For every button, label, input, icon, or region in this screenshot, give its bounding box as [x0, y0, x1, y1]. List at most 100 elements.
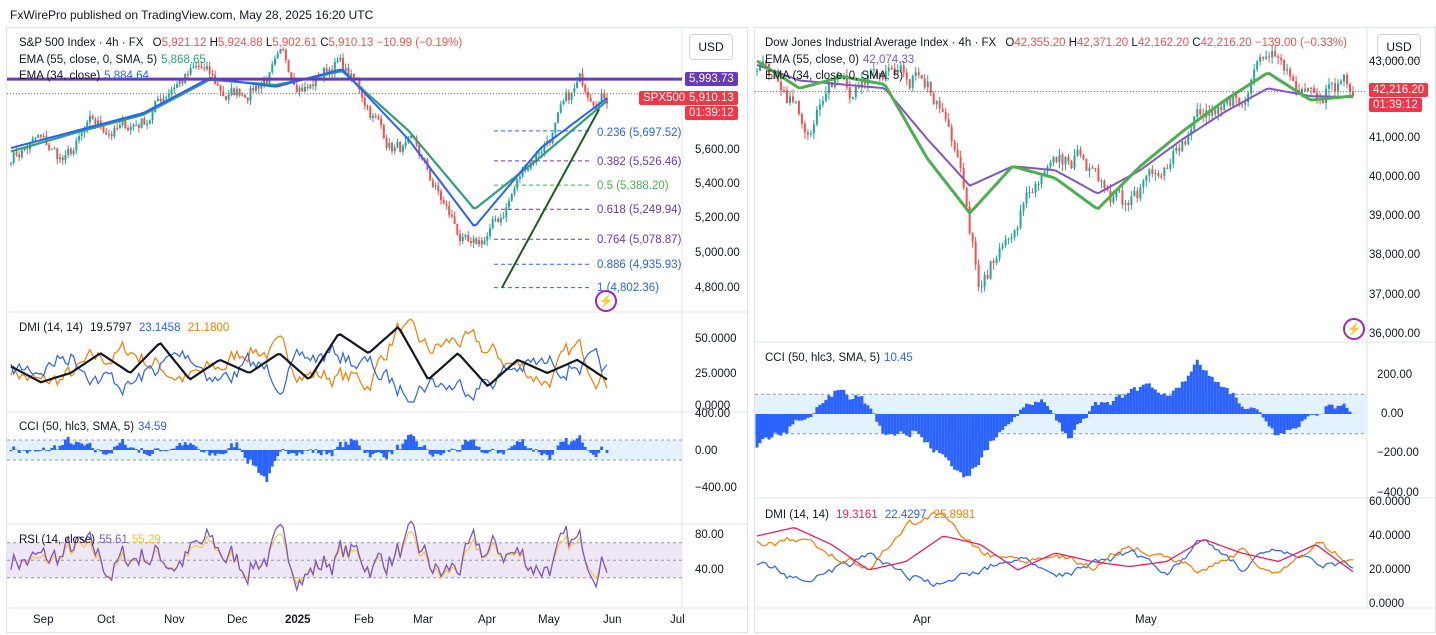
candle-body [439, 191, 442, 201]
candle-body [1142, 180, 1145, 188]
candle-body [195, 65, 198, 68]
candle-body [1265, 56, 1268, 59]
candle-body [785, 90, 788, 104]
adx-line [756, 527, 1354, 573]
candle-body [1238, 98, 1241, 105]
candle-body [83, 130, 86, 133]
candle-body [917, 72, 920, 76]
candle-body [567, 92, 570, 101]
dow-price-tick: 37,000.00 [1369, 289, 1421, 301]
dow-dmi-tick: 20.0000 [1369, 564, 1411, 576]
candle-body [434, 185, 437, 187]
candle-body [1268, 56, 1271, 58]
candle-body [1280, 57, 1283, 61]
candle-body [1337, 83, 1340, 92]
candle-body [475, 238, 478, 245]
candle-body [1196, 109, 1199, 117]
candle-body [1094, 167, 1097, 169]
candle-body [159, 98, 162, 102]
dmi-axis-tick: 50.0000 [695, 333, 737, 345]
candle-body [459, 234, 462, 242]
dow-currency-button[interactable]: USD [1377, 34, 1421, 60]
candle-body [23, 148, 26, 151]
candle-body [1163, 167, 1166, 176]
candle-body [1172, 151, 1175, 164]
time-tick: Mar [413, 614, 433, 626]
candle-body [137, 124, 140, 128]
sp500-chart-canvas[interactable] [7, 28, 749, 634]
candle-body [497, 218, 500, 223]
candle-body [148, 120, 151, 124]
candle-body [1181, 141, 1184, 152]
candle-body [211, 73, 214, 75]
candle-body [1253, 69, 1256, 81]
dow-countdown-tag: 01:39:12 [1369, 98, 1422, 112]
candle-body [920, 75, 923, 79]
candle-body [827, 82, 830, 94]
candle-body [445, 203, 448, 206]
candle-body [1001, 245, 1004, 249]
candle-body [573, 88, 576, 93]
candle-body [224, 96, 227, 100]
time-tick: May [1135, 614, 1157, 626]
candle-body [260, 85, 263, 89]
candle-body [1157, 173, 1160, 176]
candle-body [254, 85, 257, 91]
dow-price-tick: 43,000.00 [1369, 56, 1421, 68]
candle-body [99, 120, 102, 126]
candle-body [423, 158, 426, 160]
candle-body [143, 118, 146, 125]
candle-body [1334, 83, 1337, 92]
candle-body [977, 264, 980, 287]
candle-body [116, 127, 119, 129]
dow-chart-panel[interactable]: Dow Jones Industrial Average Index · 4h … [754, 27, 1436, 633]
lightning-icon[interactable]: ⚡ [595, 290, 617, 312]
candle-body [824, 93, 827, 101]
candle-body [342, 57, 345, 72]
time-tick: Dec [227, 614, 248, 626]
candle-body [404, 142, 407, 146]
dow-cci-tick: −200.00 [1377, 447, 1419, 459]
candle-body [878, 73, 881, 77]
dow-chart-canvas[interactable] [755, 28, 1436, 634]
candle-body [366, 105, 369, 108]
time-tick: Apr [913, 614, 931, 626]
candle-body [899, 65, 902, 71]
candle-body [938, 100, 941, 109]
candle-body [1277, 56, 1280, 58]
candle-body [756, 70, 758, 72]
sp500-currency-button[interactable]: USD [689, 34, 733, 60]
candle-body [1073, 155, 1076, 169]
candle-body [1130, 196, 1133, 206]
time-tick: Feb [354, 614, 374, 626]
fib-level-label: 0.764 (5,078.87) [597, 234, 682, 246]
candle-body [797, 101, 800, 114]
candle-body [1223, 103, 1226, 111]
candle-body [156, 98, 159, 102]
candle-body [929, 81, 932, 94]
candle-body [794, 101, 797, 103]
dow-cci-tick: 200.00 [1377, 369, 1413, 381]
candle-body [429, 169, 432, 181]
candle-body [344, 67, 347, 72]
sp500-chart-panel[interactable]: S&P 500 Index · 4h · FX O5,921.12 H5,924… [6, 27, 749, 634]
candle-body [1283, 60, 1286, 71]
candle-body [1166, 167, 1169, 169]
dow-title-legend: Dow Jones Industrial Average Index · 4h … [765, 37, 1347, 49]
candle-body [959, 156, 962, 169]
candle-body [472, 238, 475, 243]
candle-body [1007, 238, 1010, 240]
lightning-icon[interactable]: ⚡ [1343, 318, 1365, 340]
candle-body [325, 68, 328, 73]
candle-body [986, 274, 989, 279]
candle-body [1331, 83, 1334, 85]
candle-body [385, 138, 388, 148]
ema34-line [756, 59, 1354, 216]
candle-body [208, 66, 211, 74]
candle-body [78, 136, 81, 141]
candle-body [1199, 109, 1202, 115]
candle-body [535, 153, 538, 163]
candle-body [1022, 203, 1025, 211]
time-tick-year: 2025 [285, 614, 311, 626]
candle-body [216, 83, 219, 86]
